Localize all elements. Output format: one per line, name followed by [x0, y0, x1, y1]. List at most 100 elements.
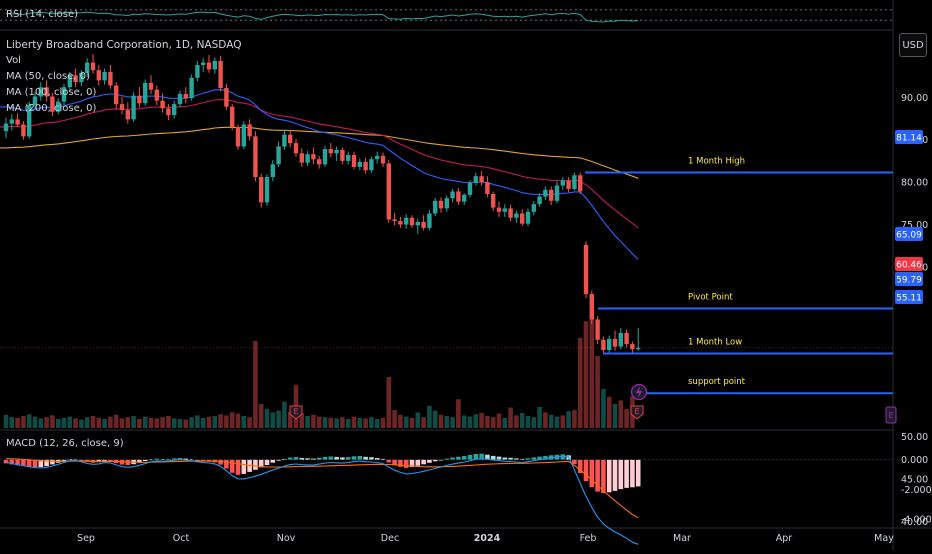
macd-histogram-bar — [160, 459, 165, 461]
macd-tick: -4.000 — [901, 515, 932, 526]
price-tag — [895, 130, 923, 144]
volume-bar — [171, 418, 177, 428]
ma200-legend[interactable]: MA (200, close, 0) — [6, 103, 97, 114]
volume-bar — [328, 417, 334, 428]
ma100-legend[interactable]: MA (100, close, 0) — [6, 87, 97, 98]
x-tick: Dec — [381, 533, 399, 544]
candle-body — [601, 339, 606, 350]
volume-bar — [241, 416, 247, 428]
candle-body — [241, 124, 246, 147]
volume-bar — [577, 338, 583, 428]
volume-bar — [32, 416, 38, 428]
macd-histogram-bar — [50, 459, 55, 465]
candle-body — [595, 319, 600, 340]
price-candles — [3, 54, 641, 354]
volume-bar — [195, 415, 200, 428]
macd-histogram-bar — [340, 457, 345, 460]
volume-bar — [392, 410, 397, 428]
candle-body — [607, 339, 612, 350]
ma200-line — [0, 126, 639, 179]
volume-bar — [311, 414, 316, 428]
candle-body — [514, 213, 519, 218]
level-label: 1 Month Low — [688, 338, 742, 348]
macd-histogram-bar — [189, 459, 194, 461]
macd-histogram-bar — [218, 459, 223, 465]
earnings-future-icon — [885, 406, 897, 424]
candle-body — [578, 175, 583, 192]
volume-bar — [374, 419, 380, 428]
macd-histogram-bar — [229, 459, 235, 473]
macd-histogram-bar — [235, 459, 241, 475]
candle-body — [67, 75, 72, 88]
macd-histogram-bar — [287, 457, 293, 460]
ma50-line — [0, 89, 639, 260]
macd-histogram-bar — [427, 459, 432, 463]
macd-histogram-bar — [398, 459, 403, 467]
candle-body — [224, 88, 229, 107]
volume-bar — [606, 396, 612, 428]
candle-body — [264, 177, 270, 203]
rsi-legend[interactable]: RSI (14, close) — [6, 9, 79, 20]
candle-body — [496, 207, 502, 212]
ma50-legend[interactable]: MA (50, close, 0) — [6, 71, 91, 82]
volume-bar — [189, 417, 194, 428]
ma100-line — [0, 99, 639, 229]
candle-body — [102, 71, 107, 81]
volume-bar — [496, 413, 502, 428]
macd-histogram-bar — [26, 459, 32, 467]
candle-body — [270, 164, 275, 177]
volume-bar — [450, 417, 455, 428]
volume-bar — [55, 419, 61, 428]
macd-histogram-bar — [183, 458, 189, 460]
candle-body — [218, 60, 223, 88]
lightning-icon — [636, 386, 642, 398]
currency-button[interactable]: USD — [899, 33, 927, 57]
macd-histogram-bar — [322, 456, 328, 460]
macd-pane — [0, 453, 893, 545]
macd-line — [5, 455, 639, 545]
volume-bar — [363, 418, 368, 428]
volume-bar — [270, 412, 276, 428]
macd-histogram-bar — [606, 459, 612, 493]
price-tick: 80.00 — [901, 178, 928, 189]
volume-bar — [50, 415, 55, 428]
volume-bar — [229, 412, 235, 428]
volume-bar — [287, 411, 293, 428]
candle-body — [549, 189, 554, 201]
volume-bar — [398, 414, 403, 428]
macd-histogram-bar — [195, 459, 200, 461]
candle-body — [299, 153, 304, 163]
price-tag — [895, 257, 923, 271]
volume-bar — [90, 416, 96, 428]
candle-body — [195, 65, 200, 78]
candle-body — [148, 82, 154, 90]
vol-legend[interactable]: Vol — [6, 55, 21, 66]
candle-body — [520, 213, 525, 224]
candle-body — [73, 75, 78, 83]
macd-histogram-bar — [305, 458, 310, 460]
macd-histogram-bar — [253, 459, 258, 470]
price-levels: 1 Month High Pivot Point 1 Month Low suppor… — [0, 157, 893, 395]
candle-body — [612, 339, 618, 347]
macd-histogram-bar — [264, 459, 270, 465]
candle-body — [409, 217, 415, 226]
candle-body — [183, 94, 188, 99]
volume-bar — [514, 415, 519, 428]
macd-histogram-bar — [403, 459, 409, 468]
macd-histogram-bar — [392, 459, 397, 465]
macd-histogram-bar — [345, 457, 351, 460]
macd-histogram-bar — [258, 459, 264, 468]
macd-histogram-bar — [200, 459, 206, 462]
x-tick: Apr — [776, 533, 793, 544]
macd-histogram-bar — [450, 457, 455, 460]
candle-body — [21, 124, 26, 137]
macd-histogram-bar — [589, 459, 595, 488]
macd-histogram-bar — [293, 457, 299, 460]
macd-histogram-bar — [635, 459, 641, 487]
candle-body — [276, 146, 281, 165]
volume-bar — [282, 401, 287, 428]
candle-body — [427, 213, 432, 228]
macd-legend[interactable]: MACD (12, 26, close, 9) — [6, 438, 124, 449]
